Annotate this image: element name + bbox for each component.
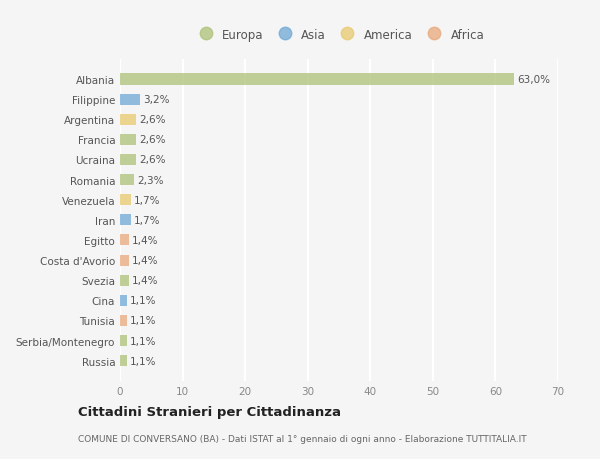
Text: 2,6%: 2,6% <box>139 135 166 145</box>
Bar <box>120 134 136 146</box>
Text: 1,7%: 1,7% <box>134 195 160 205</box>
Bar <box>120 295 127 306</box>
Bar <box>120 235 129 246</box>
Bar <box>120 95 140 106</box>
Bar <box>120 74 514 85</box>
Text: 1,7%: 1,7% <box>134 215 160 225</box>
Text: 1,1%: 1,1% <box>130 356 157 366</box>
Text: 1,4%: 1,4% <box>132 256 158 265</box>
Legend: Europa, Asia, America, Africa: Europa, Asia, America, Africa <box>189 24 489 46</box>
Bar <box>120 114 136 125</box>
Text: 2,6%: 2,6% <box>139 115 166 125</box>
Bar <box>120 355 127 366</box>
Text: 1,1%: 1,1% <box>130 296 157 306</box>
Text: COMUNE DI CONVERSANO (BA) - Dati ISTAT al 1° gennaio di ogni anno - Elaborazione: COMUNE DI CONVERSANO (BA) - Dati ISTAT a… <box>78 434 527 442</box>
Text: 2,6%: 2,6% <box>139 155 166 165</box>
Text: 1,1%: 1,1% <box>130 316 157 326</box>
Text: 1,1%: 1,1% <box>130 336 157 346</box>
Bar <box>120 255 129 266</box>
Bar <box>120 215 131 226</box>
Text: 1,4%: 1,4% <box>132 275 158 285</box>
Bar <box>120 315 127 326</box>
Text: Cittadini Stranieri per Cittadinanza: Cittadini Stranieri per Cittadinanza <box>78 405 341 419</box>
Text: 3,2%: 3,2% <box>143 95 170 105</box>
Text: 63,0%: 63,0% <box>517 75 550 85</box>
Bar <box>120 195 131 206</box>
Bar <box>120 335 127 346</box>
Text: 1,4%: 1,4% <box>132 235 158 246</box>
Text: 2,3%: 2,3% <box>137 175 164 185</box>
Bar <box>120 275 129 286</box>
Bar <box>120 174 134 186</box>
Bar <box>120 155 136 166</box>
